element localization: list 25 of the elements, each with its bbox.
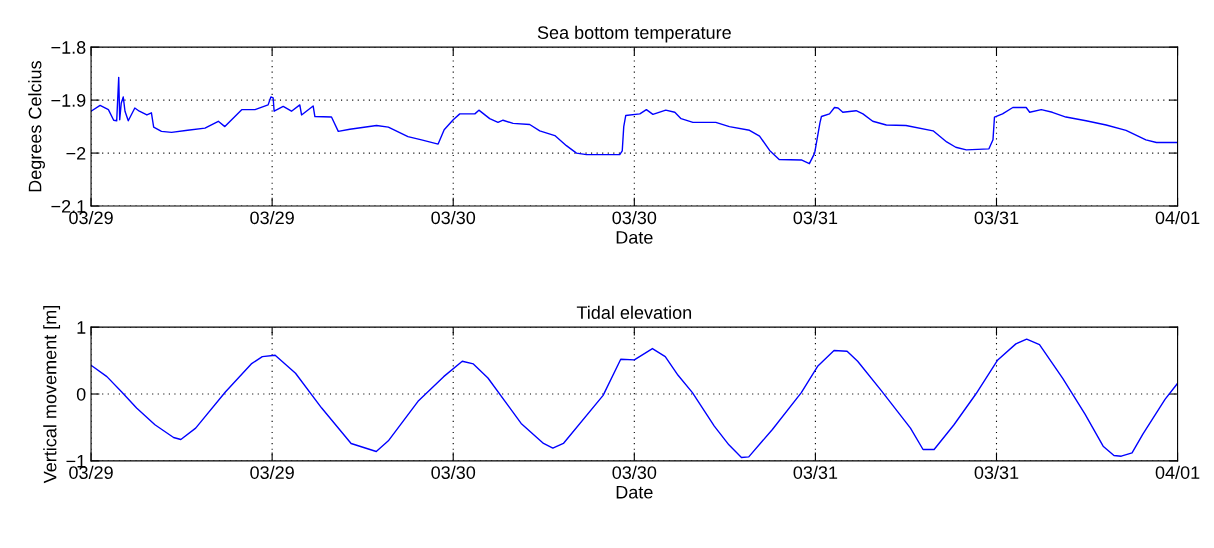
x-tick-label: 03/30 [612,465,657,479]
x-tick-label: 03/30 [612,210,657,225]
y-tick-label: 1 [77,321,86,334]
y-tick-label: −2.1 [51,199,86,213]
x-axis-title: Date [616,231,653,244]
x-tick-label: 03/31 [974,465,1019,479]
x-tick-label: 03/31 [974,210,1019,225]
y-tick-label: −1.8 [51,41,86,54]
x-tick-label: 03/31 [793,210,838,225]
y-axis-title: Degrees Celcius [28,61,45,192]
x-axis-title: Date [616,486,653,499]
x-tick-label: 03/29 [250,210,294,225]
x-tick-label: 03/30 [431,210,476,225]
x-tick-label: 03/29 [69,210,113,225]
x-tick-label: 03/29 [250,465,294,479]
y-tick-label: −2 [66,147,86,160]
x-tick-label: 04/01 [1155,465,1200,479]
y-tick-label: 0 [76,387,86,401]
y-tick-label: −1.9 [51,94,86,107]
chart-title: Tidal elevation [576,305,692,319]
chart-title: Sea bottom temperature [537,25,731,43]
x-tick-label: 04/01 [1155,210,1200,225]
y-axis-title: Vertical movement [m] [43,305,61,484]
x-tick-label: 03/30 [431,465,476,479]
x-tick-label: 03/31 [793,465,838,479]
